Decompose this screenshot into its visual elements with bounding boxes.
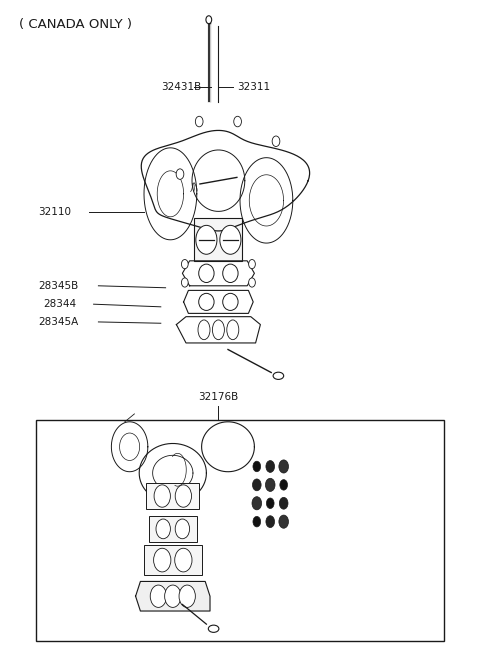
Circle shape [265,478,275,491]
Circle shape [181,260,188,269]
Circle shape [175,485,192,507]
Circle shape [196,225,217,254]
Bar [194,218,242,261]
Bar [146,483,199,509]
Ellipse shape [212,320,225,340]
Circle shape [234,116,241,127]
Ellipse shape [199,264,214,283]
Circle shape [195,116,203,127]
Bar [144,545,202,575]
Circle shape [272,136,280,147]
Ellipse shape [198,320,210,340]
Circle shape [179,585,195,607]
Circle shape [181,278,188,287]
Circle shape [280,480,288,490]
Circle shape [150,585,167,607]
Circle shape [154,548,171,572]
Circle shape [220,225,241,254]
Circle shape [154,485,170,507]
Circle shape [175,519,190,539]
Circle shape [279,515,288,528]
Circle shape [249,260,255,269]
Circle shape [253,516,261,527]
Bar [149,516,197,542]
Circle shape [249,278,255,287]
Ellipse shape [199,293,214,311]
Circle shape [206,16,212,24]
Circle shape [252,479,261,491]
Text: 28344: 28344 [43,299,76,309]
Text: ( CANADA ONLY ): ( CANADA ONLY ) [19,18,132,32]
Text: 32110: 32110 [38,206,72,217]
Text: 32431B: 32431B [161,81,201,92]
Circle shape [279,497,288,509]
Bar [36,420,444,641]
Polygon shape [135,581,210,611]
Circle shape [176,169,184,179]
Ellipse shape [223,293,238,311]
Ellipse shape [223,264,238,283]
Circle shape [279,460,288,473]
Circle shape [253,461,261,472]
Ellipse shape [227,320,239,340]
Circle shape [266,498,274,509]
Circle shape [165,585,181,607]
Text: 28345B: 28345B [38,281,79,291]
Text: 32176B: 32176B [198,392,239,402]
Circle shape [252,497,262,510]
Text: 28345A: 28345A [38,317,79,327]
Ellipse shape [208,625,219,632]
Circle shape [175,548,192,572]
Ellipse shape [273,372,284,379]
Circle shape [266,516,275,528]
Circle shape [156,519,170,539]
Circle shape [266,461,275,472]
Text: 32311: 32311 [238,81,271,92]
